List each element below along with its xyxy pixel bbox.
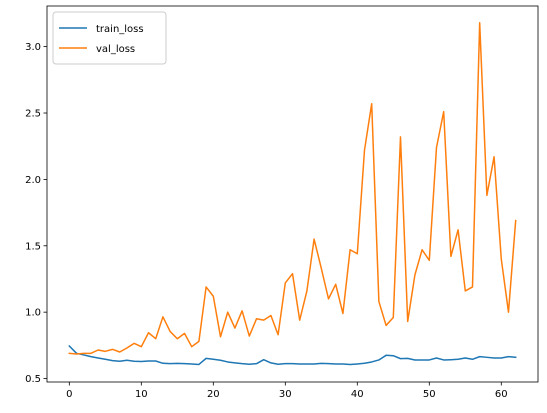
y-tick-label: 1.0 [25,308,41,319]
series-line-train-loss [68,344,517,366]
x-tick-label: 30 [279,389,292,400]
y-tick-label: 2.5 [25,109,41,120]
legend: train_loss val_loss [52,11,167,65]
legend-label-val-loss: val_loss [96,44,135,55]
x-tick-label: 40 [351,389,364,400]
y-tick-label: 3.0 [25,42,41,53]
x-tick-label: 10 [135,389,148,400]
legend-box [52,11,167,65]
axes-frame [46,5,539,383]
plot-lines [68,21,517,366]
x-tick-label: 60 [495,389,508,400]
y-axis: 0.5 1.0 1.5 2.0 2.5 3.0 [25,42,47,385]
series-line-val-loss [68,21,517,355]
x-tick-label: 20 [207,389,220,400]
y-tick-label: 1.5 [25,241,41,252]
x-axis: 0 10 20 30 40 50 60 [66,382,508,400]
y-tick-label: 0.5 [25,374,41,385]
legend-label-train-loss: train_loss [96,24,144,35]
x-tick-label: 0 [66,389,72,400]
y-tick-label: 2.0 [25,175,41,186]
x-tick-label: 50 [423,389,436,400]
